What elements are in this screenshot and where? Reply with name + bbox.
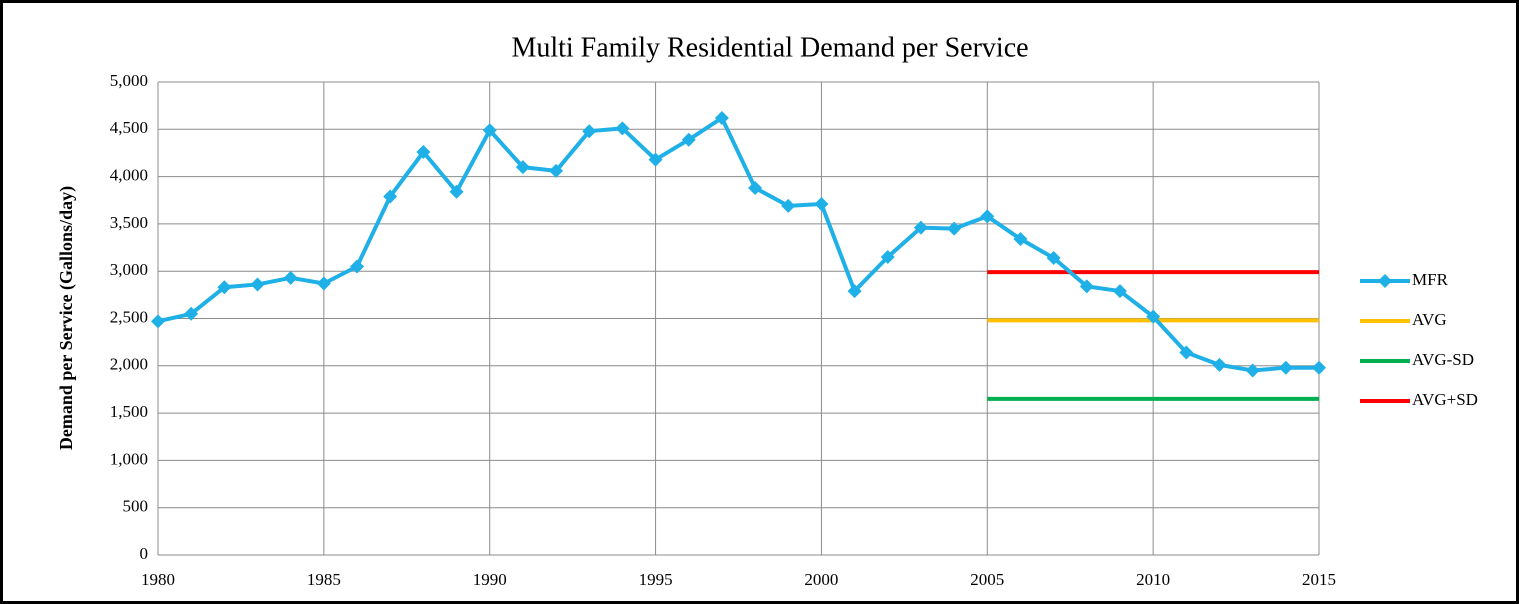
data-point bbox=[748, 180, 763, 195]
chart-title: Multi Family Residential Demand per Serv… bbox=[511, 32, 1028, 63]
y-tick-label: 1,000 bbox=[110, 449, 148, 468]
data-point bbox=[416, 145, 431, 160]
x-tick-label: 2010 bbox=[1136, 570, 1170, 589]
y-tick-label: 2,000 bbox=[110, 355, 148, 374]
y-tick-label: 1,500 bbox=[110, 402, 148, 421]
legend-label: AVG-SD bbox=[1412, 350, 1474, 369]
data-point bbox=[980, 209, 995, 224]
data-point bbox=[1112, 284, 1127, 299]
y-tick-label: 2,500 bbox=[110, 307, 148, 326]
series-line bbox=[157, 115, 1319, 373]
data-point bbox=[316, 276, 331, 291]
data-point bbox=[913, 220, 928, 235]
data-point bbox=[1013, 232, 1028, 247]
data-point bbox=[449, 184, 464, 199]
data-point bbox=[781, 198, 796, 213]
data-point bbox=[847, 284, 862, 299]
x-tick-label: 1990 bbox=[473, 570, 507, 589]
x-tick-label: 1985 bbox=[307, 570, 341, 589]
data-point bbox=[383, 189, 398, 204]
data-point bbox=[250, 277, 265, 292]
data-point bbox=[1046, 250, 1061, 265]
x-tick-label: 1980 bbox=[141, 570, 175, 589]
data-point bbox=[615, 121, 630, 136]
x-tick-label: 2000 bbox=[804, 570, 838, 589]
data-point bbox=[151, 314, 165, 329]
data-point bbox=[283, 270, 298, 285]
legend-label: MFR bbox=[1412, 270, 1449, 289]
data-point bbox=[549, 163, 564, 178]
data-point bbox=[515, 160, 530, 175]
y-tick-label: 500 bbox=[123, 497, 149, 516]
data-point bbox=[482, 123, 497, 138]
legend-label: AVG+SD bbox=[1412, 390, 1478, 409]
data-point bbox=[1245, 363, 1260, 378]
y-tick-label: 4,500 bbox=[110, 118, 148, 137]
y-tick-label: 5,000 bbox=[110, 71, 148, 90]
data-point bbox=[1079, 279, 1094, 294]
data-point bbox=[814, 197, 829, 212]
data-point bbox=[714, 110, 729, 125]
y-tick-label: 4,000 bbox=[110, 166, 148, 185]
data-point bbox=[1179, 345, 1194, 360]
y-axis-label: Demand per Service (Gallons/day) bbox=[56, 186, 77, 450]
data-point bbox=[217, 280, 232, 295]
y-tick-label: 3,500 bbox=[110, 213, 148, 232]
data-point bbox=[582, 124, 597, 139]
legend-label: AVG bbox=[1412, 310, 1447, 329]
data-point bbox=[1212, 357, 1227, 372]
data-point bbox=[648, 152, 663, 167]
data-point bbox=[681, 132, 696, 147]
data-point bbox=[947, 221, 962, 236]
legend-marker bbox=[1378, 274, 1392, 288]
data-point bbox=[880, 250, 895, 265]
data-point bbox=[350, 259, 365, 274]
x-tick-label: 2005 bbox=[970, 570, 1004, 589]
data-point bbox=[1278, 360, 1293, 375]
x-tick-label: 1995 bbox=[639, 570, 673, 589]
data-point bbox=[184, 306, 199, 321]
data-point bbox=[1146, 309, 1161, 324]
data-point bbox=[1312, 360, 1326, 375]
x-tick-label: 2015 bbox=[1302, 570, 1336, 589]
y-tick-label: 0 bbox=[140, 544, 149, 563]
y-tick-label: 3,000 bbox=[110, 260, 148, 279]
